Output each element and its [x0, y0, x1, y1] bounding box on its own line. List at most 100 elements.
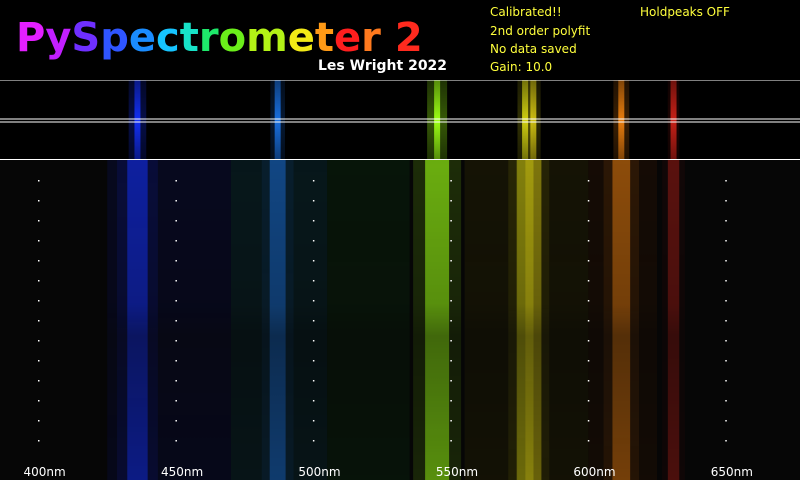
gridline-dot: [587, 280, 590, 282]
gridline-dot: [175, 380, 177, 382]
gridline-dot: [725, 220, 727, 222]
gridline-dot: [312, 300, 315, 302]
gridline-dot: [587, 240, 590, 242]
gridline-dot: [725, 440, 727, 442]
title-char: r: [198, 15, 219, 61]
gridline-dot: [37, 320, 40, 322]
calibration-status: Calibrated!!: [490, 5, 562, 19]
gridline-dot: [312, 200, 315, 202]
title-char: 2: [394, 15, 423, 61]
gridline-dot: [175, 320, 177, 322]
gridline-dot: [450, 360, 452, 362]
gridline-dot: [312, 240, 315, 242]
x-tick-label: 400nm: [23, 465, 65, 479]
gridline-dot: [450, 280, 452, 282]
gridline-dot: [312, 220, 315, 222]
gridline-dot: [312, 340, 315, 342]
gridline-dot: [587, 180, 590, 182]
gridline-dot: [725, 180, 727, 182]
graph-line: [667, 160, 680, 480]
strip-line: [274, 80, 281, 160]
gridline-dot: [725, 360, 727, 362]
gridline-dot: [587, 320, 590, 322]
gridline-dot: [450, 220, 452, 222]
gridline-dot: [450, 340, 452, 342]
gridline-dot: [312, 180, 315, 182]
title-char: c: [156, 15, 180, 61]
gridline-dot: [450, 240, 452, 242]
strip-line: [134, 80, 141, 160]
strip-line: [618, 80, 625, 160]
gridline-dot: [175, 360, 177, 362]
gridline-dot: [450, 400, 452, 402]
gridline-dot: [587, 220, 590, 222]
title-char: r: [361, 15, 381, 61]
gridline-dot: [587, 200, 590, 202]
graph-line: [425, 160, 450, 480]
gridline-dot: [37, 200, 40, 202]
gridline-dot: [175, 340, 177, 342]
gridline-dot: [587, 340, 590, 342]
gridline-dot: [312, 420, 315, 422]
holdpeaks-status: Holdpeaks OFF: [640, 5, 730, 19]
gridline-dot: [175, 260, 177, 262]
title-char: y: [45, 15, 72, 61]
gridline-dot: [37, 300, 40, 302]
graph-line: [269, 160, 286, 480]
gridline-dot: [175, 180, 177, 182]
title-char: t: [314, 15, 335, 61]
gridline-dot: [725, 420, 727, 422]
gridline-dot: [37, 360, 40, 362]
x-tick-label: 550nm: [436, 465, 478, 479]
gridline-dot: [450, 260, 452, 262]
strip-line: [530, 80, 537, 160]
gridline-dot: [175, 280, 177, 282]
strip-line: [434, 80, 441, 160]
spectrum-graph: 400nm 450nm 500nm 550nm 600nm 650nm: [0, 160, 800, 480]
x-tick-label: 600nm: [573, 465, 615, 479]
gridline-dot: [312, 280, 315, 282]
gridline-dot: [587, 420, 590, 422]
x-tick-label: 650nm: [711, 465, 753, 479]
gridline-dot: [587, 300, 590, 302]
gridline-dot: [450, 440, 452, 442]
gridline-dot: [725, 380, 727, 382]
gridline-dot: [175, 420, 177, 422]
gridline-dot: [725, 200, 727, 202]
gridline-dot: [725, 240, 727, 242]
gridline-dot: [587, 380, 590, 382]
title-char: S: [71, 15, 101, 61]
gridline-dot: [175, 440, 177, 442]
gridline-dot: [175, 240, 177, 242]
gridline-dot: [312, 260, 315, 262]
strip-line: [670, 80, 677, 160]
gridline-dot: [450, 420, 452, 422]
gridline-dot: [725, 340, 727, 342]
gridline-dot: [37, 340, 40, 342]
gridline-dot: [37, 400, 40, 402]
gridline-dot: [37, 220, 40, 222]
save-status: No data saved: [490, 42, 577, 56]
gridline-dot: [725, 280, 727, 282]
gridline-dot: [450, 200, 452, 202]
gridline-dot: [37, 280, 40, 282]
title-char: e: [334, 15, 362, 61]
gridline-dot: [725, 260, 727, 262]
x-tick-label: 500nm: [298, 465, 340, 479]
gridline-dot: [587, 360, 590, 362]
gridline-dot: [312, 360, 315, 362]
gridline-dot: [37, 440, 40, 442]
spectrum-strip: [0, 80, 800, 160]
gridline-dot: [450, 380, 452, 382]
gridline-dot: [725, 300, 727, 302]
x-tick-label: 450nm: [161, 465, 203, 479]
gain-status: Gain: 10.0: [490, 60, 553, 74]
graph-line-glow: [662, 160, 685, 480]
title-char: e: [128, 15, 156, 61]
gridline-dot: [37, 180, 40, 182]
gridline-dot: [587, 260, 590, 262]
gridline-dot: [37, 420, 40, 422]
gridline-dot: [587, 440, 590, 442]
gridline-dot: [37, 380, 40, 382]
gridline-dot: [175, 300, 177, 302]
